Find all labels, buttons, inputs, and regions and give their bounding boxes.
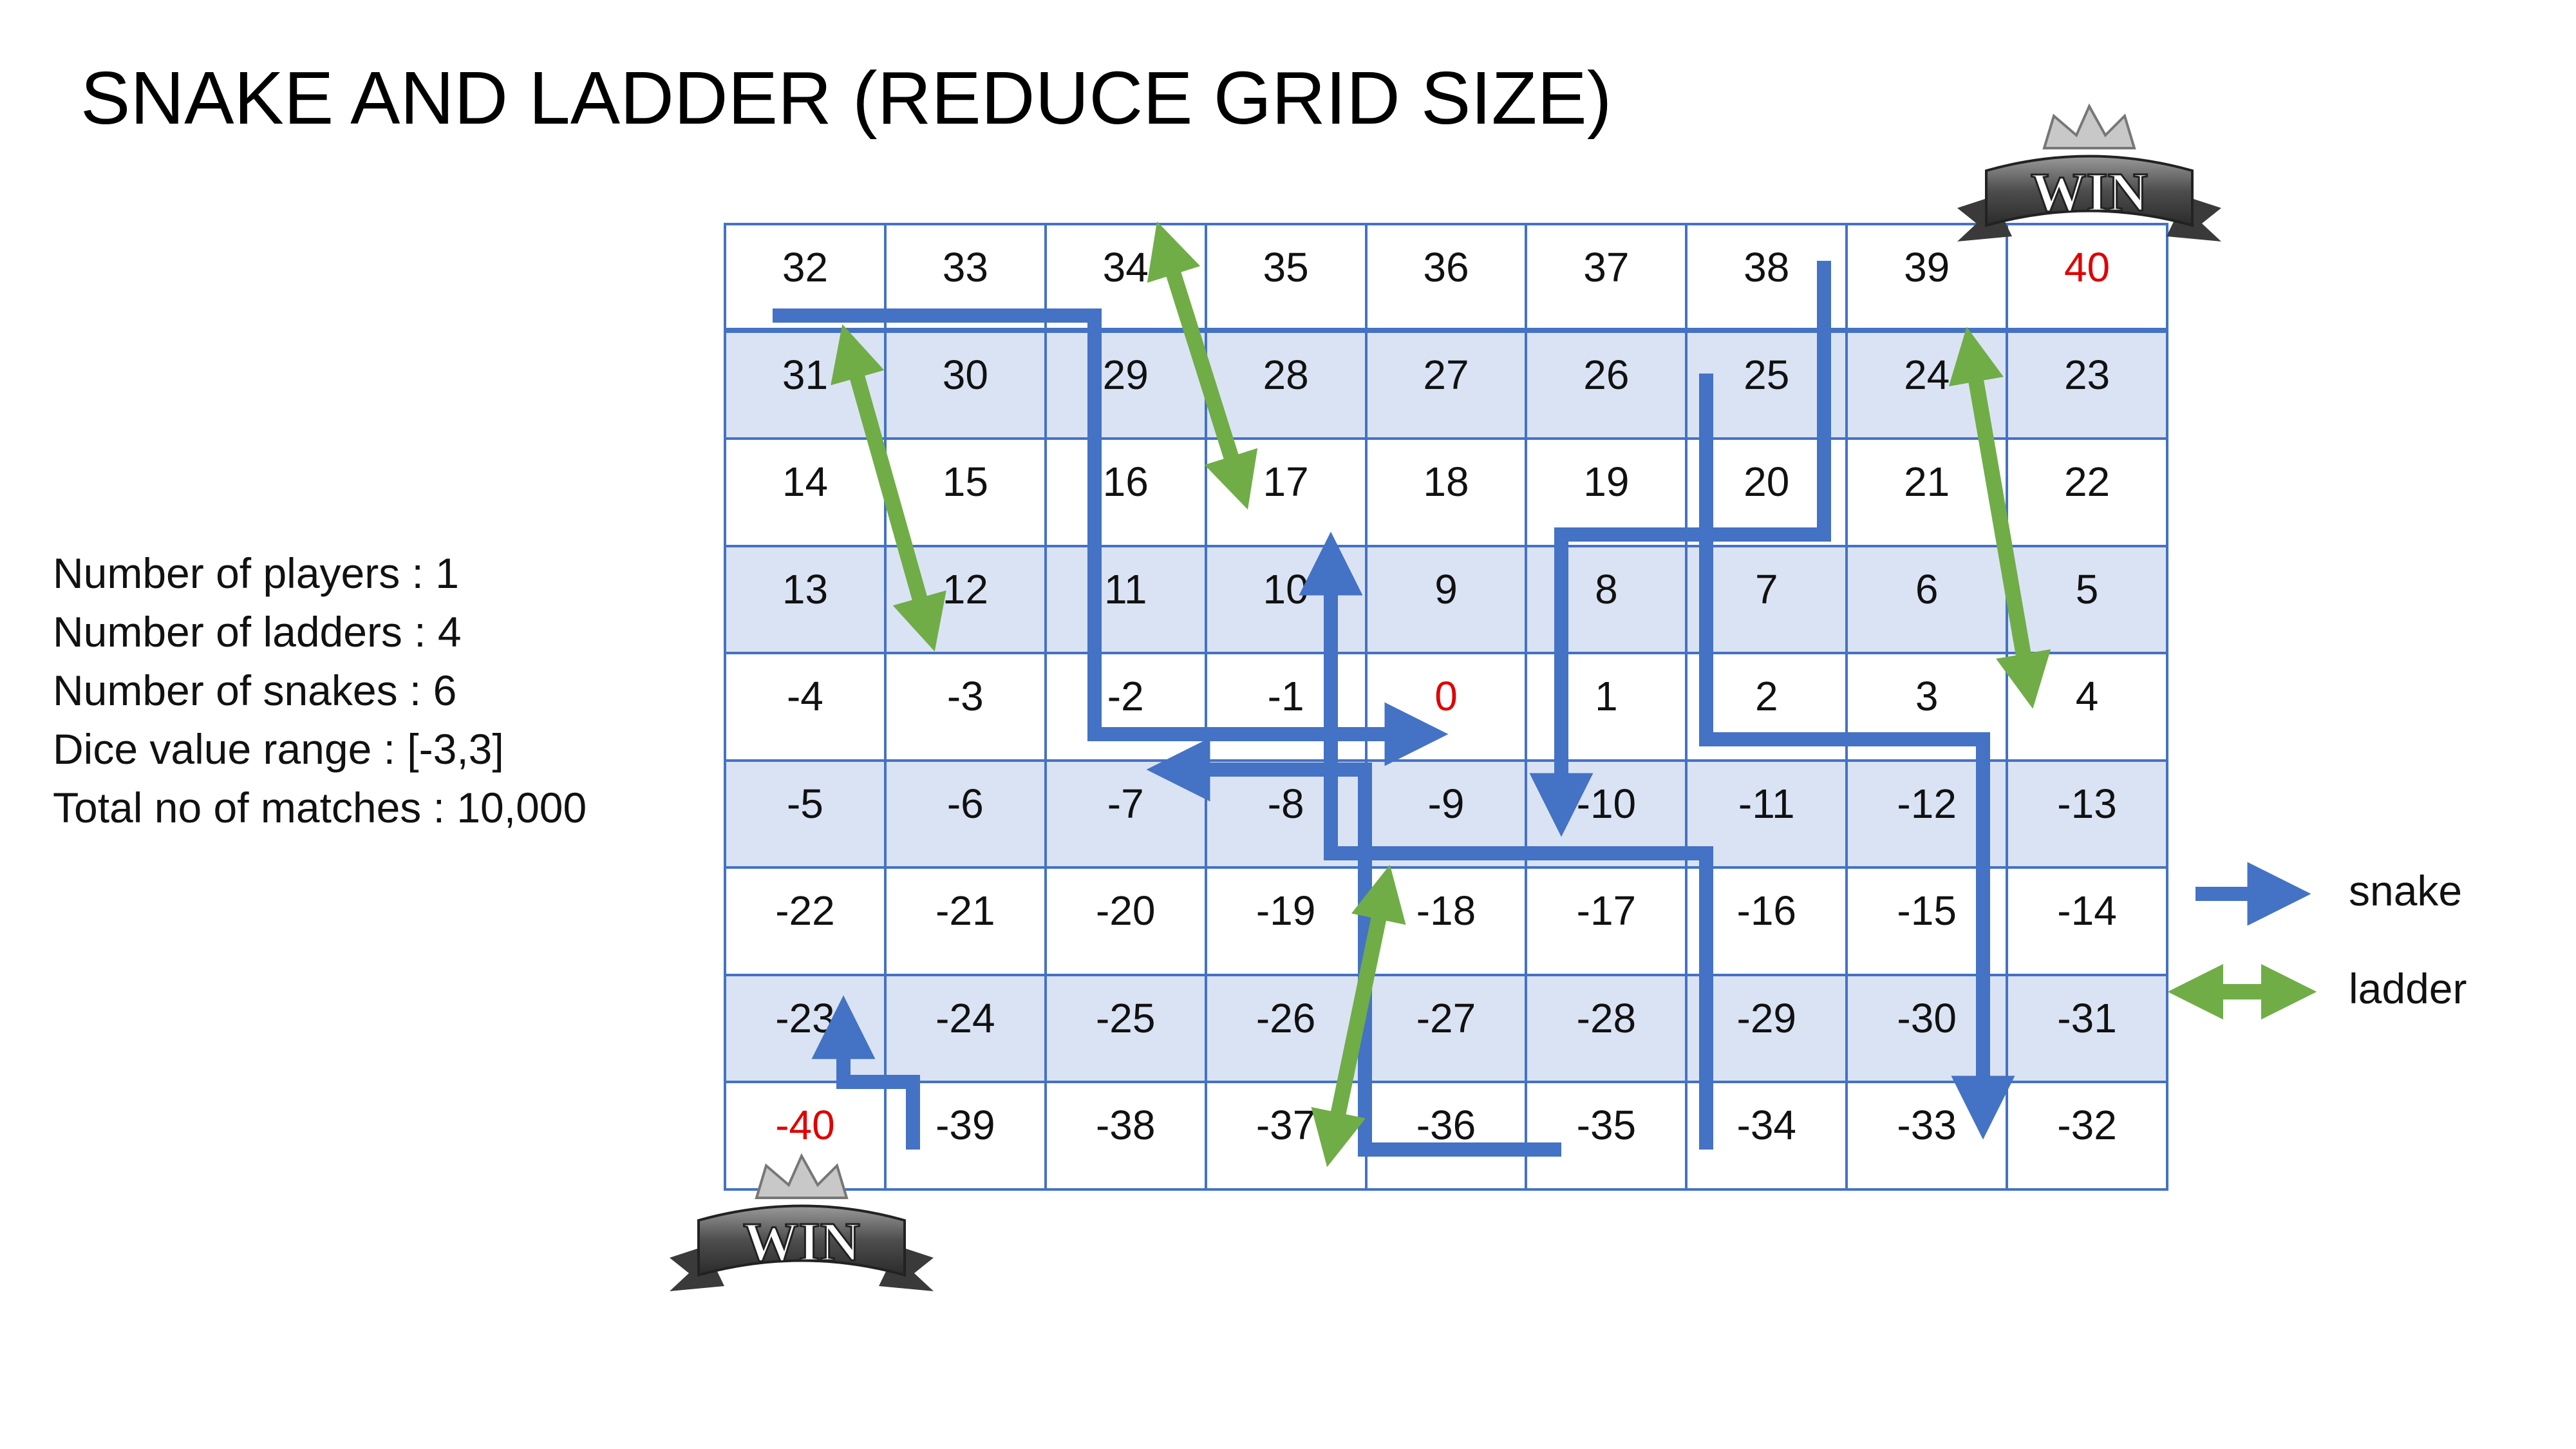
board-cell: -38 <box>1046 1083 1207 1191</box>
board-cell: 0 <box>1367 654 1528 762</box>
board-cell: 29 <box>1046 332 1207 440</box>
board-cell: -5 <box>726 761 887 869</box>
board-cell: 32 <box>726 225 887 333</box>
board-cell: -33 <box>1848 1083 2009 1191</box>
board-cell: 10 <box>1207 547 1368 655</box>
board-cell: 9 <box>1367 547 1528 655</box>
board-cell: 7 <box>1688 547 1848 655</box>
win-text-bottom: WIN <box>743 1211 860 1273</box>
board-cell: 40 <box>2008 225 2168 333</box>
game-info: Number of players : 1 Number of ladders … <box>53 544 587 837</box>
board-cell: -10 <box>1527 761 1688 869</box>
board-cell: -35 <box>1527 1083 1688 1191</box>
board-cell: -17 <box>1527 869 1688 976</box>
board-cell: -4 <box>726 654 887 762</box>
board-cell: 26 <box>1527 332 1688 440</box>
board-cell: -15 <box>1848 869 2009 976</box>
info-total-matches: Total no of matches : 10,000 <box>53 784 587 831</box>
board-cell: -2 <box>1046 654 1207 762</box>
board-cell: -12 <box>1848 761 2009 869</box>
board-cell: 19 <box>1527 440 1688 547</box>
board-cell: -11 <box>1688 761 1848 869</box>
board-cell: -40 <box>726 1083 887 1191</box>
win-text-top: WIN <box>2031 161 2148 223</box>
board-cell: 1 <box>1527 654 1688 762</box>
board-cell: 36 <box>1367 225 1528 333</box>
info-snakes: Number of snakes : 6 <box>53 667 457 714</box>
board-cell: 27 <box>1367 332 1528 440</box>
board-cell: -6 <box>886 761 1047 869</box>
board-cell: -37 <box>1207 1083 1368 1191</box>
board-cell: 35 <box>1207 225 1368 333</box>
board-cell: 11 <box>1046 547 1207 655</box>
board-cell: 20 <box>1688 440 1848 547</box>
board-cell: 5 <box>2008 547 2168 655</box>
board-cell: 16 <box>1046 440 1207 547</box>
board-cell: 31 <box>726 332 887 440</box>
board-cell: 4 <box>2008 654 2168 762</box>
legend-snake-label: snake <box>2349 867 2463 914</box>
board-cell: 34 <box>1046 225 1207 333</box>
board-cell: 13 <box>726 547 887 655</box>
board-cell: 23 <box>2008 332 2168 440</box>
board-cell: 18 <box>1367 440 1528 547</box>
board-cell: 37 <box>1527 225 1688 333</box>
board-cell: 22 <box>2008 440 2168 547</box>
board-cell: -31 <box>2008 976 2168 1084</box>
board-cell: -20 <box>1046 869 1207 976</box>
board-cell: 8 <box>1527 547 1688 655</box>
board-cell: -27 <box>1367 976 1528 1084</box>
win-badge-top: WIN <box>1957 103 2221 242</box>
board-cell: -3 <box>886 654 1047 762</box>
legend-symbols <box>2167 862 2317 1020</box>
board-cell: -29 <box>1688 976 1848 1084</box>
board-cell: 30 <box>886 332 1047 440</box>
board-cell: 3 <box>1848 654 2009 762</box>
board-cell: -39 <box>886 1083 1047 1191</box>
board-cell: 25 <box>1688 332 1848 440</box>
board-cell: -16 <box>1688 869 1848 976</box>
board-cell: 24 <box>1848 332 2009 440</box>
page-title: SNAKE AND LADDER (REDUCE GRID SIZE) <box>80 56 1612 140</box>
board-cell: 33 <box>886 225 1047 333</box>
board-cell: -26 <box>1207 976 1368 1084</box>
info-dice-range: Dice value range : [-3,3] <box>53 725 504 773</box>
board-cell: 2 <box>1688 654 1848 762</box>
board-cell: -7 <box>1046 761 1207 869</box>
board-cell: 17 <box>1207 440 1368 547</box>
board-cell: -34 <box>1688 1083 1848 1191</box>
board-cell: 28 <box>1207 332 1368 440</box>
game-board: 32 33 34 35 36 37 38 39 40 31 30 29 28 27 26 25 24 23 14 15… <box>724 223 2168 1191</box>
board-cell: -25 <box>1046 976 1207 1084</box>
board-cell: 12 <box>886 547 1047 655</box>
board-cell: 21 <box>1848 440 2009 547</box>
board-cell: 39 <box>1848 225 2009 333</box>
board-cell: 38 <box>1688 225 1848 333</box>
info-players: Number of players : 1 <box>53 549 459 597</box>
board-cell: -19 <box>1207 869 1368 976</box>
board-cell: -21 <box>886 869 1047 976</box>
board-cell: -14 <box>2008 869 2168 976</box>
board-cell: -1 <box>1207 654 1368 762</box>
board-cell: 6 <box>1848 547 2009 655</box>
board-cell: -9 <box>1367 761 1528 869</box>
board-cell: -22 <box>726 869 887 976</box>
board-top-row-divider <box>724 328 2168 333</box>
board-cell: 15 <box>886 440 1047 547</box>
info-ladders: Number of ladders : 4 <box>53 608 462 656</box>
board-cell: -32 <box>2008 1083 2168 1191</box>
board-cell: -24 <box>886 976 1047 1084</box>
legend-ladder-label: ladder <box>2349 965 2467 1012</box>
board-cell: -8 <box>1207 761 1368 869</box>
board-cell: -13 <box>2008 761 2168 869</box>
board-cell: 14 <box>726 440 887 547</box>
board-cell: -28 <box>1527 976 1688 1084</box>
board-cell: -23 <box>726 976 887 1084</box>
board-cell: -30 <box>1848 976 2009 1084</box>
board-cell: -18 <box>1367 869 1528 976</box>
board-cell: -36 <box>1367 1083 1528 1191</box>
